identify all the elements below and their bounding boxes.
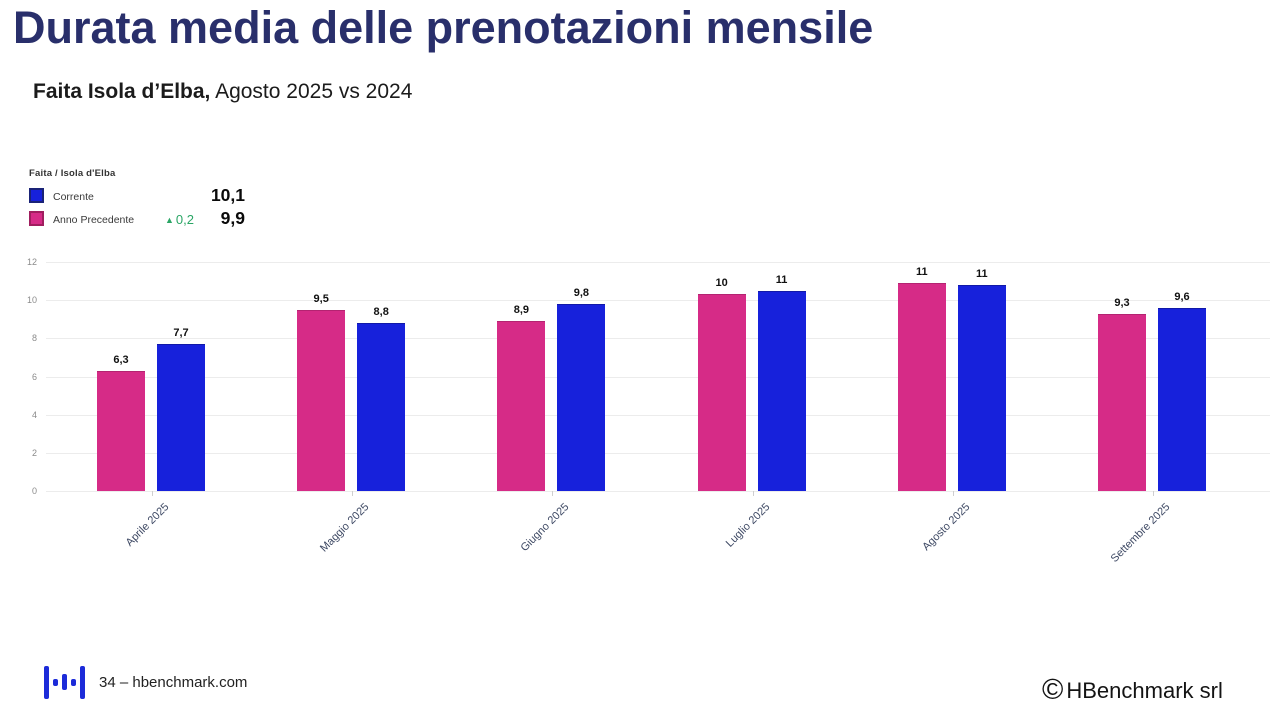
y-tick-label: 0 xyxy=(31,486,37,496)
copyright-text: HBenchmark srl xyxy=(1066,677,1223,703)
y-tick-label: 4 xyxy=(31,409,37,420)
bar-corrente xyxy=(157,344,205,491)
bar-corrente xyxy=(1158,307,1206,491)
bar-anno-precedente xyxy=(297,309,346,491)
footer-copyright: © HBenchmark srl xyxy=(1042,676,1223,705)
bar-anno-precedente xyxy=(1098,313,1146,491)
x-category-label: Luglio 2025 xyxy=(723,501,773,550)
bar-value-label: 6,3 xyxy=(113,353,129,366)
x-tick xyxy=(152,491,153,496)
y-tick-label: 8 xyxy=(31,333,37,344)
bar-chart: 0 2 4 6 8 10 12 6,3 7,7 Aprile 2025 9,5 8,8 Maggio 2… xyxy=(26,257,1270,565)
legend-label: Corrente xyxy=(53,191,94,203)
legend-value: 10,1 xyxy=(210,185,245,205)
page-title: Durata media delle prenotazioni mensile xyxy=(13,2,874,53)
y-tick-label: 2 xyxy=(31,447,37,458)
bar-value-label: 8,8 xyxy=(373,306,389,319)
x-category-label: Aprile 2025 xyxy=(123,501,172,549)
bar-value-label: 10 xyxy=(715,277,728,290)
footer-left: 34 – hbenchmark.com xyxy=(44,663,247,701)
up-triangle-icon: ▲ xyxy=(165,215,174,225)
legend-header: Faita / Isola d'Elba xyxy=(29,168,116,179)
y-gridline xyxy=(46,338,1270,340)
y-tick-label: 10 xyxy=(26,295,37,306)
bar-value-label: 8,9 xyxy=(513,304,530,317)
legend-label: Anno Precedente xyxy=(53,214,135,226)
bar-value-label: 11 xyxy=(775,273,788,286)
subtitle-property-name: Faita Isola d’Elba, xyxy=(33,80,211,103)
x-tick xyxy=(752,491,754,496)
x-tick xyxy=(952,491,954,496)
legend-swatch xyxy=(29,188,44,203)
page-subtitle: Faita Isola d’Elba, Agosto 2025 vs 2024 xyxy=(33,80,412,104)
y-tick-label: 6 xyxy=(31,371,37,382)
bar-value-label: 9,3 xyxy=(1114,296,1130,309)
copyright-icon: © xyxy=(1042,674,1064,706)
delta-indicator: ▲ 0,2 xyxy=(165,212,194,227)
legend-row: Corrente 10,1 xyxy=(29,185,269,206)
bar-corrente xyxy=(357,323,406,491)
bar-corrente xyxy=(957,284,1006,491)
legend-row: Anno Precedente ▲ 0,2 9,9 xyxy=(29,208,269,229)
x-tick xyxy=(552,491,554,496)
y-gridline xyxy=(46,414,1270,416)
bar-corrente xyxy=(757,290,806,491)
y-gridline xyxy=(46,262,1270,263)
chart-legend: Faita / Isola d'Elba Corrente 10,1 Anno Pr… xyxy=(29,168,269,228)
bar-anno-precedente xyxy=(897,282,946,491)
bar-anno-precedente xyxy=(697,294,746,491)
page-number-and-site: 34 – hbenchmark.com xyxy=(99,673,248,691)
bar-value-label: 9,5 xyxy=(313,292,329,305)
bar-value-label: 7,7 xyxy=(173,327,189,340)
hbenchmark-logo-icon xyxy=(44,663,85,701)
y-gridline xyxy=(46,491,1270,492)
bar-corrente xyxy=(557,303,606,491)
legend-value: 9,9 xyxy=(220,208,245,228)
x-tick xyxy=(352,491,354,496)
subtitle-period: Agosto 2025 vs 2024 xyxy=(210,80,413,103)
legend-swatch xyxy=(29,211,44,226)
x-category-label: Maggio 2025 xyxy=(318,501,372,555)
y-tick-label: 12 xyxy=(26,257,37,267)
y-gridline xyxy=(46,452,1270,454)
bar-value-label: 11 xyxy=(975,267,988,280)
x-tick xyxy=(1153,491,1154,496)
bar-value-label: 9,6 xyxy=(1174,290,1190,303)
x-category-label: Giugno 2025 xyxy=(518,501,572,555)
y-gridline xyxy=(46,376,1270,378)
bar-anno-precedente xyxy=(497,321,546,491)
bar-anno-precedente xyxy=(97,370,145,491)
x-category-label: Settembre 2025 xyxy=(1108,501,1173,565)
bar-value-label: 11 xyxy=(915,265,928,278)
x-category-label: Agosto 2025 xyxy=(920,501,973,554)
y-gridline xyxy=(46,300,1270,302)
bar-value-label: 9,8 xyxy=(573,286,590,299)
